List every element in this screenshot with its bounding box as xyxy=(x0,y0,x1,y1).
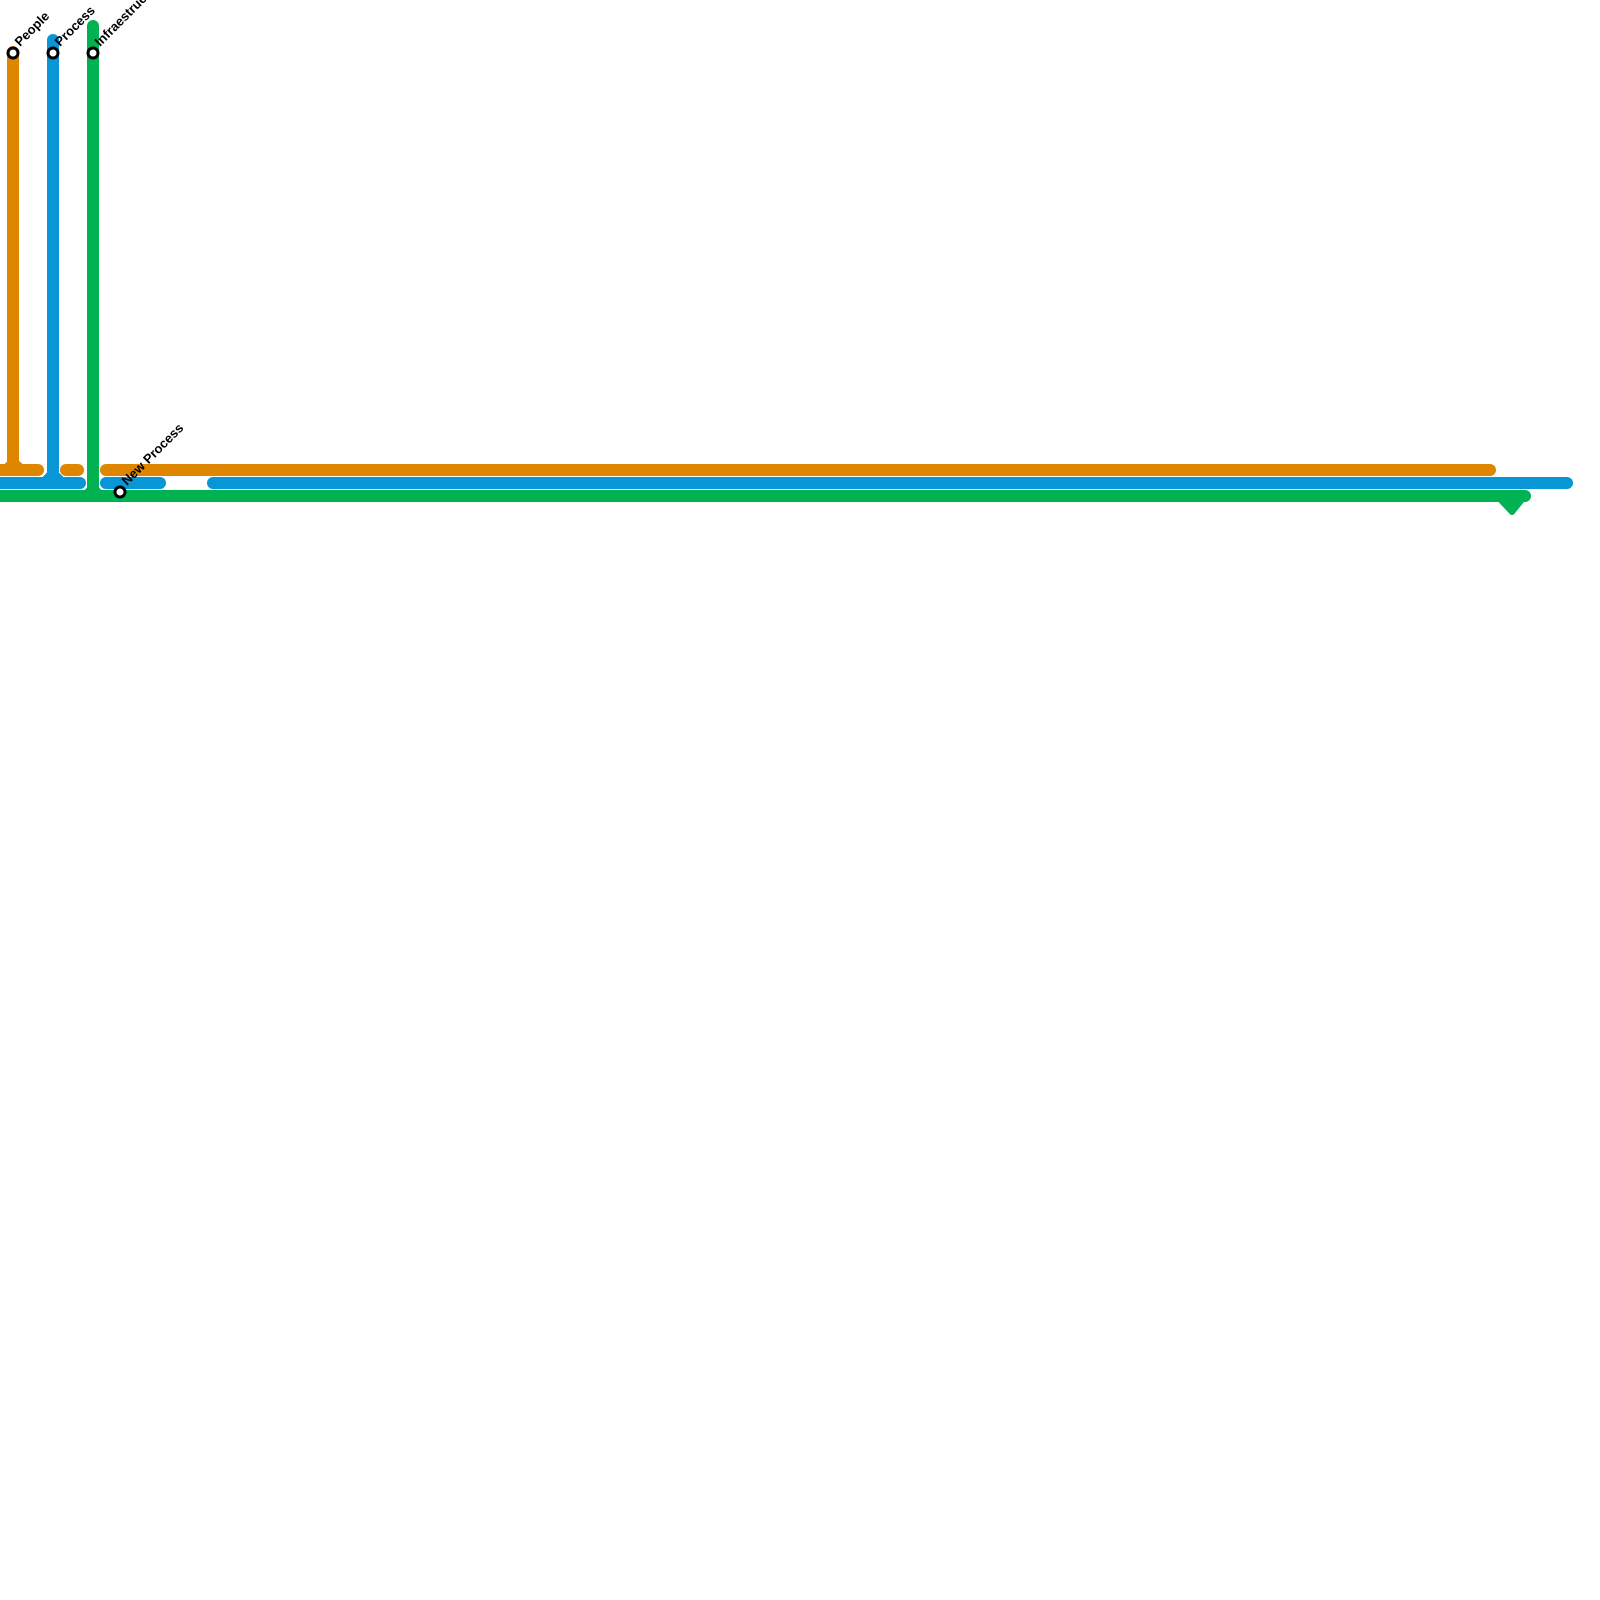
station-label: People xyxy=(12,8,53,49)
line-process xyxy=(0,34,1573,489)
station-infraestructure[interactable]: Infraestructure xyxy=(86,0,167,60)
station-label: Infraestructure xyxy=(92,0,167,49)
line-infraestructure xyxy=(0,20,1531,515)
line-people xyxy=(0,46,1496,476)
station-people[interactable]: People xyxy=(6,8,53,60)
